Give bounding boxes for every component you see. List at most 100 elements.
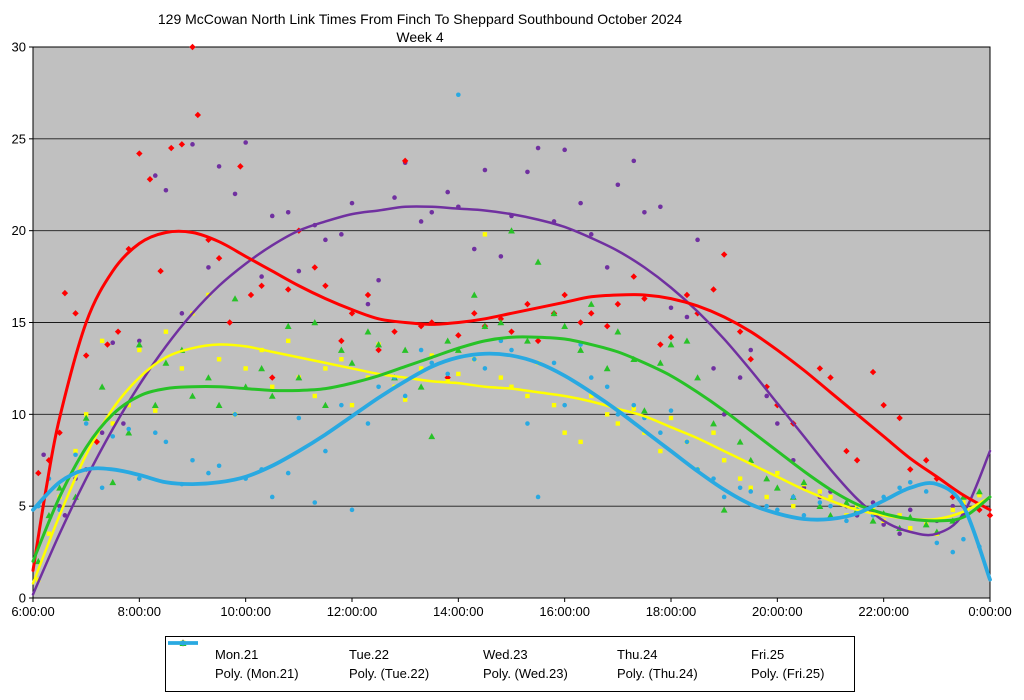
point-fri25 — [190, 457, 195, 463]
point-thu24 — [694, 374, 701, 381]
point-wed23 — [153, 408, 158, 413]
legend-item-thu24: Thu.24 — [179, 639, 711, 662]
point-fri25 — [216, 463, 222, 469]
point-fri25 — [163, 439, 169, 445]
point-wed23 — [828, 494, 833, 500]
point-fri25 — [152, 430, 158, 436]
point-mon21 — [163, 187, 169, 193]
point-tue22 — [508, 328, 515, 335]
point-tue22 — [258, 282, 265, 289]
point-tue22 — [61, 289, 69, 297]
point-tue22 — [401, 157, 409, 165]
x-tick-label: 8:00:00 — [118, 604, 161, 619]
point-thu24 — [268, 392, 276, 399]
point-thu24 — [720, 506, 728, 513]
legend-item-poly-wed23: Poly. (Wed.23) — [168, 641, 577, 681]
point-mon21 — [243, 140, 248, 145]
point-fri25 — [684, 439, 690, 445]
point-fri25 — [631, 402, 637, 408]
point-wed23 — [83, 412, 89, 417]
point-tue22 — [641, 295, 648, 302]
x-tick-label: 6:00:00 — [11, 604, 54, 619]
point-wed23 — [817, 489, 823, 494]
point-tue22 — [816, 365, 824, 372]
point-mon21 — [525, 169, 530, 175]
point-mon21 — [615, 182, 621, 188]
point-thu24 — [125, 429, 133, 436]
point-wed23 — [286, 338, 291, 344]
point-thu24 — [98, 383, 106, 390]
point-mon21 — [206, 265, 211, 270]
point-tue22 — [247, 291, 255, 299]
point-mon21 — [296, 268, 302, 274]
point-wed23 — [605, 412, 610, 417]
point-mon21 — [445, 189, 451, 195]
point-tue22 — [82, 352, 90, 359]
x-tick-label: 16:00:00 — [539, 604, 590, 619]
point-wed23 — [589, 393, 594, 399]
point-tue22 — [763, 383, 770, 390]
point-wed23 — [525, 393, 530, 399]
point-fri25 — [934, 540, 940, 546]
point-mon21 — [737, 375, 743, 380]
point-tue22 — [869, 368, 877, 376]
point-tue22 — [907, 466, 914, 473]
point-fri25 — [535, 494, 541, 500]
point-mon21 — [285, 210, 291, 215]
point-wed23 — [137, 347, 142, 353]
trendline-polyfri25 — [31, 351, 992, 582]
point-fri25 — [897, 485, 902, 491]
point-fri25 — [126, 426, 131, 432]
point-tue22 — [375, 346, 382, 354]
point-mon21 — [562, 147, 567, 153]
legend-label-poly-thu24: Poly. (Thu.24) — [617, 666, 698, 681]
point-mon21 — [376, 277, 381, 283]
point-mon21 — [349, 200, 355, 206]
point-mon21 — [631, 158, 637, 164]
point-mon21 — [62, 513, 68, 518]
point-fri25 — [790, 494, 796, 500]
point-tue22 — [710, 286, 717, 293]
point-thu24 — [348, 359, 356, 366]
legend-item-poly-fri25: Poly. (Fri.25) — [168, 641, 845, 681]
point-fri25 — [269, 494, 275, 500]
point-mon21 — [269, 213, 275, 219]
point-tue22 — [93, 438, 100, 446]
point-thu24 — [524, 337, 531, 344]
point-fri25 — [509, 347, 514, 353]
point-wed23 — [402, 397, 408, 402]
point-thu24 — [444, 337, 452, 344]
point-tue22 — [364, 291, 372, 299]
point-mon21 — [748, 347, 754, 353]
point-thu24 — [667, 341, 675, 348]
point-thu24 — [922, 521, 930, 528]
point-thu24 — [975, 488, 983, 495]
chart-title-line2: Week 4 — [396, 29, 444, 45]
point-mon21 — [392, 195, 397, 200]
point-wed23 — [179, 366, 185, 371]
point-mon21 — [121, 421, 126, 426]
point-tue22 — [923, 457, 930, 464]
point-thu24 — [258, 365, 266, 372]
point-fri25 — [232, 412, 238, 417]
point-wed23 — [73, 448, 78, 454]
point-thu24 — [56, 484, 63, 491]
point-fri25 — [817, 500, 823, 505]
point-fri25 — [312, 500, 318, 505]
point-thu24 — [508, 227, 515, 234]
point-fri25 — [668, 408, 674, 413]
trendline-polytue22 — [31, 229, 992, 572]
point-fri25 — [482, 366, 488, 371]
point-mon21 — [684, 314, 690, 320]
point-thu24 — [561, 322, 569, 329]
point-tue22 — [827, 374, 834, 381]
chart-legend: Mon.21 Tue.22 Wed.23 Thu.24 Fri.25 — [165, 636, 855, 692]
point-mon21 — [642, 210, 647, 215]
legend-item-fri25: Fri.25 — [180, 640, 845, 662]
point-wed23 — [721, 458, 727, 463]
legend-item-poly-thu24: Poly. (Thu.24) — [168, 641, 711, 681]
point-fri25 — [456, 92, 461, 98]
point-thu24 — [827, 511, 834, 519]
point-tue22 — [146, 176, 154, 183]
point-fri25 — [365, 421, 371, 426]
